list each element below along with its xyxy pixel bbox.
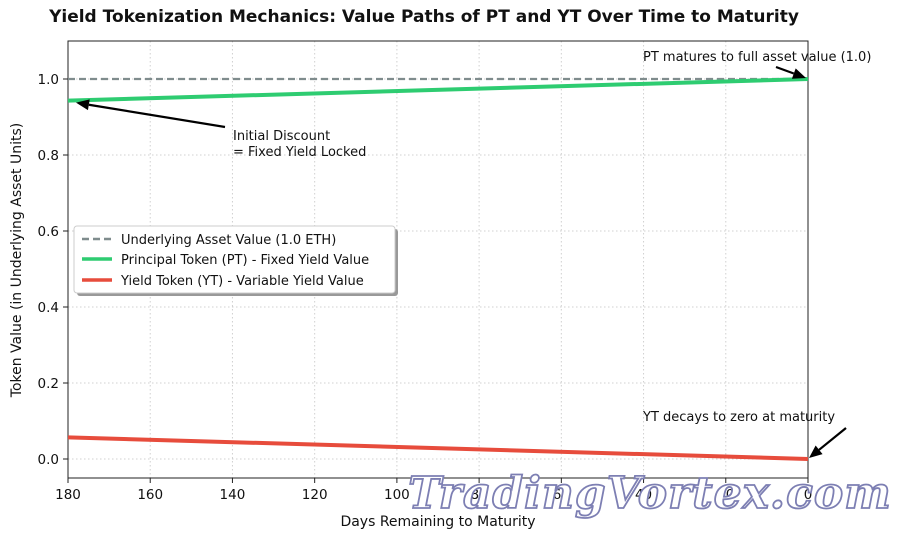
annotations: Initial Discount = Fixed Yield Locked PT… xyxy=(76,50,871,458)
series-yt-line xyxy=(67,435,809,461)
x-axis-label: Days Remaining to Maturity xyxy=(340,514,535,530)
annotation-pt-matures: PT matures to full asset value (1.0) xyxy=(643,50,871,65)
x-tick-label-3: 120 xyxy=(302,487,328,503)
y-axis-label: Token Value (in Underlying Asset Units) xyxy=(9,123,25,398)
y-tick-label-0: 0.0 xyxy=(38,452,59,468)
annotation-arrow-pt-matures-shaft xyxy=(775,65,795,75)
x-tick-label-9: 0 xyxy=(804,487,813,503)
x-tick-label-2: 140 xyxy=(220,487,246,503)
y-tick-label-3: 0.6 xyxy=(38,224,59,240)
chart-title: Yield Tokenization Mechanics: Value Path… xyxy=(48,7,799,27)
annotation-yt-decays: YT decays to zero at maturity xyxy=(642,410,835,425)
annotation-arrow-yt-decays-head xyxy=(809,445,823,458)
y-tick-label-4: 0.8 xyxy=(38,148,59,164)
x-tick-label-0: 180 xyxy=(55,487,81,503)
x-tick-label-6: 60 xyxy=(553,487,570,503)
legend-label-yt: Yield Token (YT) - Variable Yield Value xyxy=(120,274,364,289)
annotation-initial-discount-line1: Initial Discount xyxy=(233,129,330,144)
legend-box xyxy=(73,225,396,294)
plot-area xyxy=(67,40,809,479)
x-tick-label-1: 160 xyxy=(137,487,163,503)
annotation-arrow-initial-discount-head xyxy=(76,99,90,111)
y-tick-label-5: 1.0 xyxy=(38,72,59,88)
series-pt-line xyxy=(67,77,809,103)
legend: Underlying Asset Value (1.0 ETH) Princip… xyxy=(73,225,398,296)
series-lines xyxy=(67,77,809,461)
y-tick-label-2: 0.4 xyxy=(38,300,59,316)
x-tick-label-4: 100 xyxy=(384,487,410,503)
annotation-arrow-pt-matures-head xyxy=(791,68,806,79)
x-tick-label-5: 80 xyxy=(471,487,488,503)
watermark-logo: TradingVortex.com xyxy=(408,468,892,519)
annotation-arrow-yt-decays-shaft xyxy=(818,427,847,451)
annotation-initial-discount-line2: = Fixed Yield Locked xyxy=(233,145,366,160)
x-tick-label-7: 40 xyxy=(635,487,652,503)
legend-label-underlying: Underlying Asset Value (1.0 ETH) xyxy=(121,233,336,248)
y-tick-label-1: 0.2 xyxy=(38,376,59,392)
axis-ticks: 180 160 140 120 100 80 60 40 20 0 0.0 0.2 0.4 0.6 0.8 1… xyxy=(38,72,813,503)
legend-label-pt: Principal Token (PT) - Fixed Yield Value xyxy=(121,253,369,268)
x-tick-label-8: 20 xyxy=(717,487,734,503)
annotation-arrow-initial-discount-shaft xyxy=(88,103,226,129)
